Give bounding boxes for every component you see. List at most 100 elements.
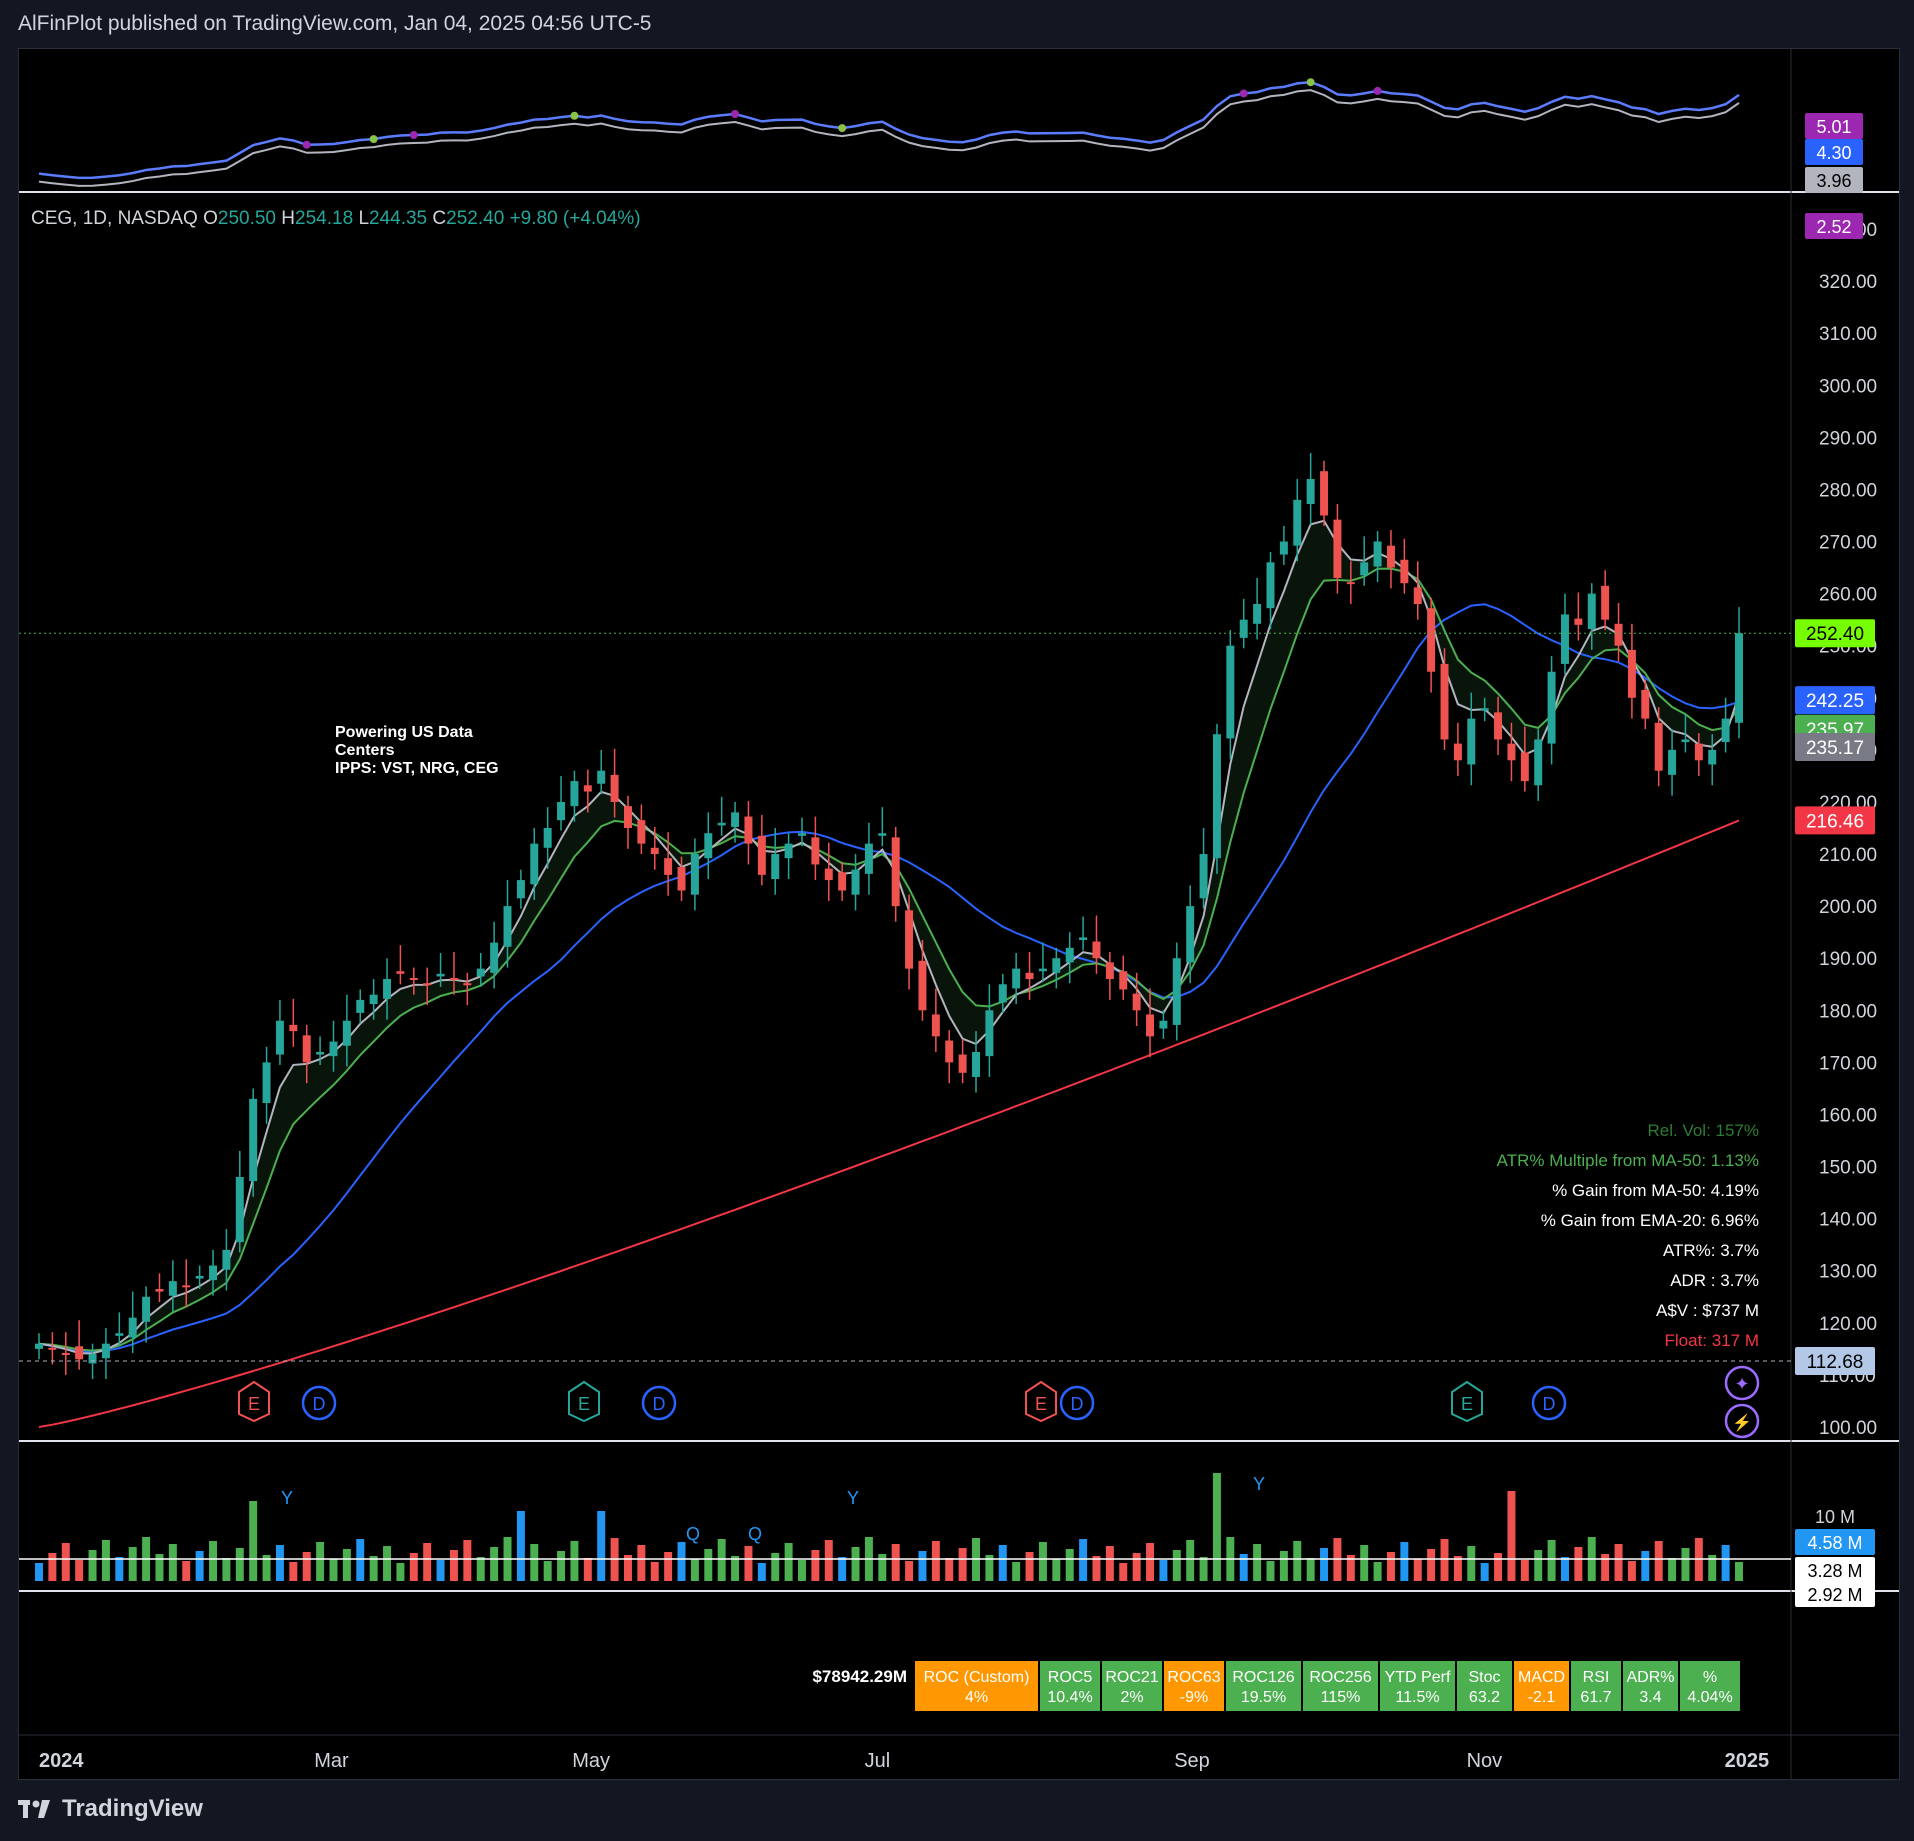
candle-body bbox=[1105, 962, 1114, 980]
candle-body bbox=[142, 1296, 151, 1322]
candle-body bbox=[771, 854, 780, 880]
sparkle-icon[interactable] bbox=[1724, 1365, 1760, 1401]
ma200-line bbox=[38, 819, 1740, 1428]
perf-cell-value: 63.2 bbox=[1469, 1689, 1500, 1706]
earnings-marker-icon[interactable] bbox=[1451, 1380, 1483, 1423]
perf-cell-value: 11.5% bbox=[1395, 1689, 1439, 1706]
volume-bar bbox=[677, 1542, 686, 1581]
stat-line: ATR% Multiple from MA-50: 1.13% bbox=[1497, 1151, 1759, 1170]
volume-bar bbox=[1092, 1556, 1101, 1581]
candle-body bbox=[195, 1275, 204, 1279]
volume-bar bbox=[1453, 1556, 1462, 1581]
candle-body bbox=[1547, 671, 1556, 744]
candle-body bbox=[650, 847, 659, 855]
volume-bar bbox=[931, 1541, 940, 1581]
annotation-line: Centers bbox=[335, 742, 395, 759]
volume-bar bbox=[436, 1560, 445, 1581]
y-tick-label: 170.00 bbox=[1819, 1053, 1877, 1074]
volume-bar bbox=[998, 1545, 1007, 1581]
perf-cell bbox=[915, 1661, 1038, 1711]
price-label-tag bbox=[1795, 1346, 1875, 1375]
volume-bar bbox=[664, 1552, 673, 1581]
candle-body bbox=[1012, 968, 1021, 989]
stat-line: % Gain from EMA-20: 6.96% bbox=[1541, 1211, 1759, 1230]
volume-bar bbox=[463, 1540, 472, 1581]
candle-body bbox=[1132, 993, 1141, 1011]
ohlc-legend: CEG, 1D, NASDAQ O250.50 H254.18 L244.35 … bbox=[31, 208, 641, 229]
y-tick-label: 150.00 bbox=[1819, 1158, 1877, 1179]
y-tick-label: 310.00 bbox=[1819, 324, 1877, 345]
x-tick-label: 2024 bbox=[39, 1750, 84, 1772]
tradingview-footer[interactable]: TradingView bbox=[18, 1795, 203, 1823]
volume-bar bbox=[543, 1561, 552, 1581]
candle-body bbox=[329, 1041, 338, 1057]
x-tick-label: Mar bbox=[314, 1750, 349, 1772]
event-marker-label: D bbox=[1071, 1394, 1084, 1414]
volume-bar bbox=[115, 1557, 124, 1581]
dividend-marker-icon[interactable] bbox=[1059, 1385, 1095, 1421]
candle-body bbox=[851, 869, 860, 895]
candle-body bbox=[476, 968, 485, 977]
lightning-icon[interactable] bbox=[1724, 1403, 1760, 1439]
price-label-tag bbox=[1795, 732, 1875, 761]
dividend-marker-icon[interactable] bbox=[1531, 1385, 1567, 1421]
perf-cell-value: 10.4% bbox=[1047, 1689, 1092, 1706]
candle-body bbox=[1279, 541, 1288, 555]
volume-bar bbox=[1146, 1543, 1155, 1581]
market-cap-label: $78942.29M bbox=[812, 1667, 907, 1686]
perf-cell bbox=[1226, 1661, 1301, 1711]
legend-part: 244.35 bbox=[369, 208, 432, 229]
candle-body bbox=[409, 978, 418, 981]
candle-body bbox=[998, 984, 1007, 1003]
earnings-marker-icon[interactable] bbox=[238, 1380, 270, 1423]
volume-bar bbox=[945, 1558, 954, 1581]
dividend-marker-icon[interactable] bbox=[301, 1385, 337, 1421]
perf-cell bbox=[1680, 1661, 1740, 1711]
volume-bar bbox=[1172, 1550, 1181, 1581]
candle-body bbox=[1520, 752, 1529, 782]
perf-cell-label: RSI bbox=[1583, 1669, 1610, 1686]
candle-body bbox=[1681, 739, 1690, 743]
volume-bar bbox=[275, 1545, 284, 1581]
volume-bar bbox=[1681, 1548, 1690, 1581]
perf-cell bbox=[1457, 1661, 1512, 1711]
volume-bar bbox=[918, 1551, 927, 1581]
volume-bar bbox=[731, 1556, 740, 1581]
volume-bar bbox=[1547, 1540, 1556, 1581]
candle-body bbox=[717, 822, 726, 826]
volume-bar bbox=[1534, 1550, 1543, 1581]
candle-body bbox=[1253, 604, 1262, 624]
volume-bar bbox=[1373, 1562, 1382, 1581]
rs-line bbox=[38, 80, 1740, 180]
volume-marker: Q bbox=[686, 1524, 700, 1544]
dividend-marker-icon[interactable] bbox=[641, 1385, 677, 1421]
candle-body bbox=[798, 833, 806, 836]
stat-line: Rel. Vol: 157% bbox=[1647, 1121, 1759, 1140]
earnings-marker-icon[interactable] bbox=[568, 1380, 600, 1423]
volume-label-text: 2.92 M bbox=[1807, 1585, 1862, 1605]
candle-body bbox=[1735, 633, 1743, 723]
candle-body bbox=[128, 1317, 137, 1338]
event-marker-label: D bbox=[653, 1394, 666, 1414]
chart-svg[interactable]: 100.00110.00120.00130.00140.00150.00160.… bbox=[19, 49, 1899, 1779]
candle-body bbox=[1239, 619, 1248, 638]
chart-frame[interactable]: 100.00 110.00 120.00 130.00 140.00 150.00 160.… bbox=[18, 48, 1900, 1780]
perf-cell-value: -9% bbox=[1180, 1689, 1208, 1706]
volume-marker: Y bbox=[847, 1488, 859, 1508]
volume-bar bbox=[356, 1539, 365, 1581]
volume-bar bbox=[1574, 1547, 1583, 1581]
candle-body bbox=[918, 960, 927, 1011]
earnings-marker-icon[interactable] bbox=[1025, 1380, 1057, 1423]
candle-body bbox=[1668, 749, 1677, 775]
volume-bar bbox=[476, 1557, 485, 1581]
candle-body bbox=[757, 835, 766, 875]
x-tick-label: Sep bbox=[1174, 1750, 1210, 1772]
event-marker-label: E bbox=[1461, 1394, 1473, 1414]
volume-bar bbox=[1708, 1555, 1717, 1581]
volume-bar bbox=[851, 1547, 860, 1581]
candle-body bbox=[557, 801, 566, 821]
ema10-line bbox=[38, 519, 1740, 1355]
perf-cell-label: ROC5 bbox=[1048, 1669, 1093, 1686]
candle-body bbox=[824, 868, 833, 881]
candle-body bbox=[35, 1343, 43, 1349]
